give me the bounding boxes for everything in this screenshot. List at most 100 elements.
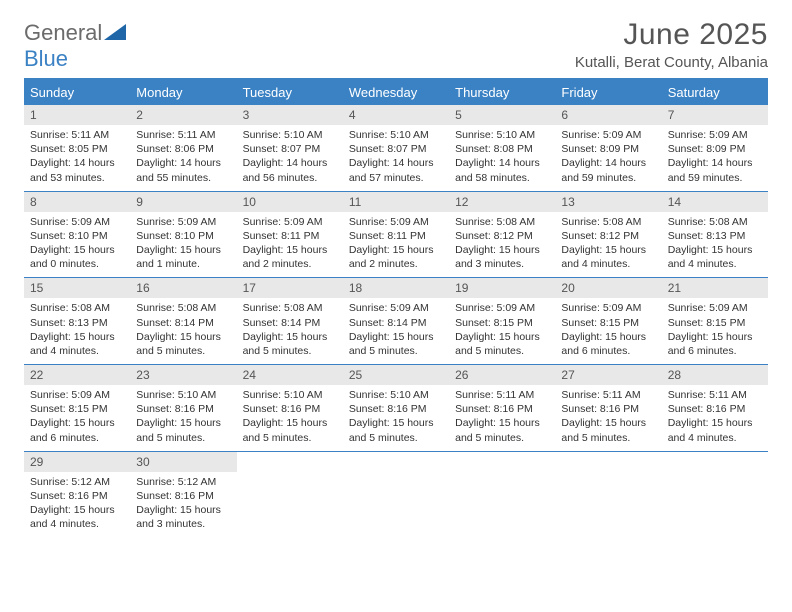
sunset-line: Sunset: 8:10 PM [136,229,230,243]
logo-triangle-icon [104,24,126,45]
day-number: 1 [24,105,130,125]
calendar-cell: 3Sunrise: 5:10 AMSunset: 8:07 PMDaylight… [237,105,343,191]
sunrise-line: Sunrise: 5:11 AM [561,388,655,402]
day-number: 22 [24,365,130,385]
location-text: Kutalli, Berat County, Albania [575,54,768,71]
day-number: 25 [343,365,449,385]
calendar-cell: 13Sunrise: 5:08 AMSunset: 8:12 PMDayligh… [555,191,661,278]
sunset-line: Sunset: 8:09 PM [668,142,762,156]
day-details: Sunrise: 5:10 AMSunset: 8:07 PMDaylight:… [237,125,343,191]
sunrise-line: Sunrise: 5:09 AM [561,301,655,315]
sunset-line: Sunset: 8:16 PM [349,402,443,416]
day-details: Sunrise: 5:11 AMSunset: 8:16 PMDaylight:… [555,385,661,451]
day-details: Sunrise: 5:08 AMSunset: 8:14 PMDaylight:… [130,298,236,364]
daylight-line: Daylight: 15 hours and 5 minutes. [243,330,337,358]
day-number: 29 [24,452,130,472]
daylight-line: Daylight: 14 hours and 53 minutes. [30,156,124,184]
daylight-line: Daylight: 14 hours and 56 minutes. [243,156,337,184]
daylight-line: Daylight: 15 hours and 6 minutes. [30,416,124,444]
daylight-line: Daylight: 15 hours and 6 minutes. [561,330,655,358]
sunrise-line: Sunrise: 5:10 AM [349,128,443,142]
day-number: 10 [237,192,343,212]
day-details: Sunrise: 5:11 AMSunset: 8:16 PMDaylight:… [449,385,555,451]
sunrise-line: Sunrise: 5:08 AM [136,301,230,315]
daylight-line: Daylight: 15 hours and 3 minutes. [136,503,230,531]
calendar-cell: 29Sunrise: 5:12 AMSunset: 8:16 PMDayligh… [24,451,130,537]
day-number: 21 [662,278,768,298]
calendar-cell: 4Sunrise: 5:10 AMSunset: 8:07 PMDaylight… [343,105,449,191]
logo-text-blue: Blue [24,46,68,71]
sunrise-line: Sunrise: 5:11 AM [30,128,124,142]
calendar-cell: 2Sunrise: 5:11 AMSunset: 8:06 PMDaylight… [130,105,236,191]
daylight-line: Daylight: 14 hours and 57 minutes. [349,156,443,184]
sunset-line: Sunset: 8:06 PM [136,142,230,156]
sunset-line: Sunset: 8:16 PM [243,402,337,416]
weekday-header: Thursday [449,79,555,105]
calendar-cell: 26Sunrise: 5:11 AMSunset: 8:16 PMDayligh… [449,365,555,452]
sunset-line: Sunset: 8:14 PM [349,316,443,330]
day-number: 23 [130,365,236,385]
calendar-cell: 5Sunrise: 5:10 AMSunset: 8:08 PMDaylight… [449,105,555,191]
sunset-line: Sunset: 8:14 PM [243,316,337,330]
calendar-cell: 7Sunrise: 5:09 AMSunset: 8:09 PMDaylight… [662,105,768,191]
daylight-line: Daylight: 15 hours and 5 minutes. [243,416,337,444]
day-number: 6 [555,105,661,125]
day-details: Sunrise: 5:08 AMSunset: 8:12 PMDaylight:… [555,212,661,278]
calendar-row: 1Sunrise: 5:11 AMSunset: 8:05 PMDaylight… [24,105,768,191]
weekday-header: Tuesday [237,79,343,105]
sunset-line: Sunset: 8:13 PM [668,229,762,243]
sunset-line: Sunset: 8:16 PM [455,402,549,416]
calendar-row: 15Sunrise: 5:08 AMSunset: 8:13 PMDayligh… [24,278,768,365]
weekday-header: Monday [130,79,236,105]
logo-text-general: General [24,20,102,45]
day-number: 16 [130,278,236,298]
sunrise-line: Sunrise: 5:08 AM [243,301,337,315]
daylight-line: Daylight: 14 hours and 59 minutes. [668,156,762,184]
day-number: 5 [449,105,555,125]
daylight-line: Daylight: 14 hours and 55 minutes. [136,156,230,184]
calendar-cell [555,451,661,537]
sunrise-line: Sunrise: 5:09 AM [30,388,124,402]
sunrise-line: Sunrise: 5:10 AM [455,128,549,142]
daylight-line: Daylight: 15 hours and 4 minutes. [30,330,124,358]
calendar-cell: 11Sunrise: 5:09 AMSunset: 8:11 PMDayligh… [343,191,449,278]
day-details: Sunrise: 5:08 AMSunset: 8:13 PMDaylight:… [24,298,130,364]
sunrise-line: Sunrise: 5:10 AM [243,128,337,142]
calendar-cell: 9Sunrise: 5:09 AMSunset: 8:10 PMDaylight… [130,191,236,278]
calendar-table: SundayMondayTuesdayWednesdayThursdayFrid… [24,78,768,537]
calendar-cell [662,451,768,537]
calendar-page: General Blue June 2025 Kutalli, Berat Co… [0,0,792,555]
daylight-line: Daylight: 15 hours and 5 minutes. [561,416,655,444]
day-number: 17 [237,278,343,298]
calendar-cell [343,451,449,537]
calendar-cell: 10Sunrise: 5:09 AMSunset: 8:11 PMDayligh… [237,191,343,278]
day-details: Sunrise: 5:11 AMSunset: 8:06 PMDaylight:… [130,125,236,191]
day-number: 19 [449,278,555,298]
day-details: Sunrise: 5:11 AMSunset: 8:16 PMDaylight:… [662,385,768,451]
day-number: 4 [343,105,449,125]
day-details: Sunrise: 5:10 AMSunset: 8:16 PMDaylight:… [130,385,236,451]
day-details: Sunrise: 5:09 AMSunset: 8:15 PMDaylight:… [555,298,661,364]
day-number: 30 [130,452,236,472]
day-number: 27 [555,365,661,385]
sunset-line: Sunset: 8:15 PM [455,316,549,330]
weekday-header: Wednesday [343,79,449,105]
daylight-line: Daylight: 15 hours and 0 minutes. [30,243,124,271]
calendar-cell: 24Sunrise: 5:10 AMSunset: 8:16 PMDayligh… [237,365,343,452]
sunrise-line: Sunrise: 5:09 AM [30,215,124,229]
calendar-row: 22Sunrise: 5:09 AMSunset: 8:15 PMDayligh… [24,365,768,452]
daylight-line: Daylight: 15 hours and 4 minutes. [668,243,762,271]
logo: General Blue [24,20,126,72]
day-details: Sunrise: 5:09 AMSunset: 8:09 PMDaylight:… [555,125,661,191]
day-number: 20 [555,278,661,298]
daylight-line: Daylight: 14 hours and 58 minutes. [455,156,549,184]
sunrise-line: Sunrise: 5:09 AM [243,215,337,229]
sunrise-line: Sunrise: 5:10 AM [349,388,443,402]
day-details: Sunrise: 5:09 AMSunset: 8:15 PMDaylight:… [662,298,768,364]
calendar-cell: 25Sunrise: 5:10 AMSunset: 8:16 PMDayligh… [343,365,449,452]
sunrise-line: Sunrise: 5:08 AM [668,215,762,229]
day-number: 7 [662,105,768,125]
day-number: 15 [24,278,130,298]
calendar-cell: 19Sunrise: 5:09 AMSunset: 8:15 PMDayligh… [449,278,555,365]
calendar-cell: 23Sunrise: 5:10 AMSunset: 8:16 PMDayligh… [130,365,236,452]
